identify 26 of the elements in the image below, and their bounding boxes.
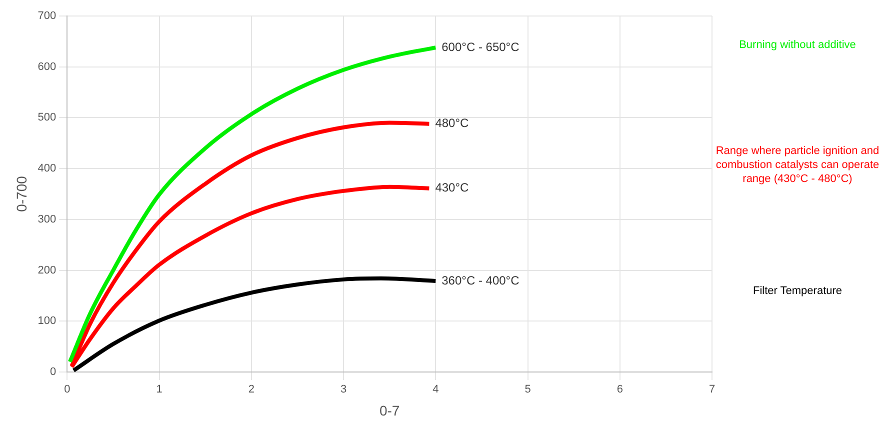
series-label: 430°C — [435, 180, 470, 195]
line-series — [72, 276, 438, 372]
x-tick-label: 5 — [524, 384, 531, 396]
x-tick-label: 0 — [64, 384, 70, 396]
y-tick-label: 700 — [38, 10, 56, 22]
y-tick-label: 500 — [38, 112, 56, 124]
x-tick-label: 7 — [708, 384, 716, 396]
x-tick-label: 6 — [616, 384, 623, 396]
text: Range where particle ignition and combustion catalysts can operate range (430°C - 480°C) — [714, 144, 880, 186]
y-tick-label: 0 — [50, 366, 56, 378]
x-tick-label: 3 — [340, 384, 347, 396]
series-label: 360°C - 400°C — [442, 273, 520, 288]
x-tick-label: 2 — [248, 384, 254, 396]
y-axis-title: 0-700 — [13, 176, 30, 212]
x-tick-label: 1 — [156, 384, 162, 396]
y-tick-label: 600 — [38, 60, 56, 73]
y-tick-label: 400 — [38, 162, 56, 175]
series-label: 600°C - 650°C — [442, 40, 520, 54]
y-tick-label: 100 — [38, 315, 56, 328]
x-tick-label: 4 — [432, 384, 439, 396]
text: Burning without additive — [738, 38, 857, 52]
text: Filter Temperature — [752, 284, 844, 298]
y-tick-label: 300 — [38, 213, 56, 226]
x-axis-title: 0-7 — [379, 402, 400, 418]
series-label: 480°C — [435, 116, 470, 130]
y-tick-label: 200 — [38, 264, 56, 276]
